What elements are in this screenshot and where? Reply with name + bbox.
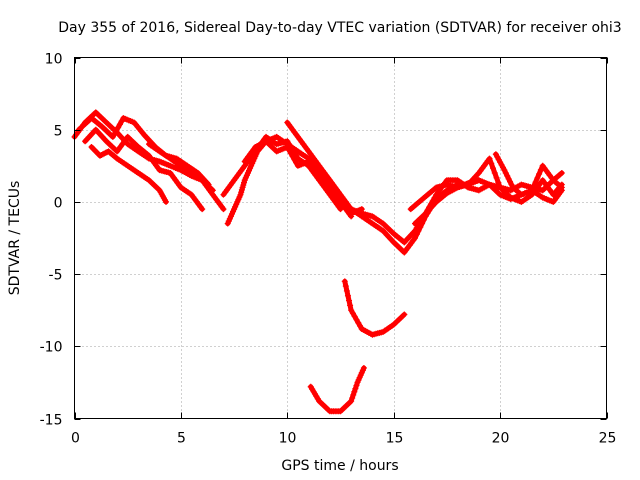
data-point (352, 385, 359, 392)
data-point (355, 319, 362, 326)
data-point (284, 144, 291, 151)
data-point (351, 313, 358, 320)
x-tick-label: 10 (279, 431, 297, 447)
data-point (493, 174, 500, 181)
x-tick-label: 5 (177, 431, 186, 447)
series-trace (342, 278, 407, 338)
series-layer (71, 109, 565, 415)
data-point (360, 364, 367, 371)
series-track-4 (88, 144, 170, 205)
data-point (426, 204, 433, 211)
data-point (424, 207, 431, 214)
data-point (529, 187, 536, 194)
data-point (350, 391, 357, 398)
data-point (287, 150, 294, 157)
data-point (351, 388, 358, 395)
data-point (163, 198, 170, 205)
data-point (348, 307, 355, 314)
y-tick-label: -5 (49, 268, 63, 284)
x-tick-label: 0 (71, 431, 80, 447)
data-point (344, 292, 351, 299)
series-track-16 (307, 364, 367, 415)
data-point (289, 153, 296, 160)
data-point (346, 297, 353, 304)
data-point (349, 395, 356, 402)
y-tick-label: -15 (40, 413, 63, 429)
y-tick-label: -10 (40, 340, 63, 356)
x-axis-label: GPS time / hours (281, 458, 398, 474)
data-point (293, 159, 300, 166)
series-track-15 (341, 278, 408, 338)
data-point (411, 235, 418, 241)
series-track-13 (465, 155, 565, 205)
data-point (113, 127, 120, 134)
y-tick-label: 10 (45, 52, 63, 68)
chart-title: Day 355 of 2016, Sidereal Day-to-day VTE… (58, 20, 621, 36)
data-point (491, 170, 498, 177)
x-tick-label: 20 (492, 431, 510, 447)
data-point (357, 322, 364, 329)
data-point (486, 155, 493, 162)
data-point (488, 160, 495, 167)
series-track-14 (492, 151, 565, 198)
series-trace (284, 120, 460, 255)
data-point (349, 310, 356, 317)
data-point (401, 311, 408, 318)
data-point (534, 175, 541, 182)
data-point (118, 118, 125, 125)
x-tick-label: 15 (386, 431, 404, 447)
data-point (116, 121, 123, 128)
series-track-5 (145, 141, 227, 213)
data-point (220, 206, 227, 213)
series-track-3 (82, 126, 206, 213)
x-tick-label: 25 (599, 431, 617, 447)
data-point (342, 283, 349, 290)
data-point (558, 170, 565, 177)
plot-frame (74, 57, 607, 419)
data-point (530, 183, 537, 190)
grid-layer (74, 57, 607, 419)
data-point (495, 179, 502, 186)
data-point (353, 316, 360, 323)
data-point (537, 166, 544, 173)
data-point (532, 179, 539, 186)
data-point (199, 206, 206, 213)
tick-layer: 0 5 10 15 20 25 -15 -10 -5 0 5 10 (40, 52, 617, 447)
data-point (291, 156, 298, 163)
data-point (347, 302, 354, 309)
data-point (427, 201, 434, 208)
data-point (341, 278, 348, 285)
y-axis-label: SDTVAR / TECUs (7, 181, 23, 296)
data-point (353, 382, 360, 389)
data-point (286, 147, 293, 154)
data-point (558, 184, 565, 191)
data-point (111, 130, 118, 137)
data-point (429, 197, 436, 204)
y-tick-label: 5 (54, 124, 63, 140)
data-point (348, 398, 355, 405)
data-point (343, 287, 350, 294)
y-tick-label: 0 (54, 196, 63, 212)
data-point (490, 165, 497, 172)
data-point (109, 133, 116, 140)
data-point (115, 124, 122, 131)
data-point (431, 194, 438, 201)
data-point (536, 170, 543, 177)
data-point (422, 210, 429, 217)
